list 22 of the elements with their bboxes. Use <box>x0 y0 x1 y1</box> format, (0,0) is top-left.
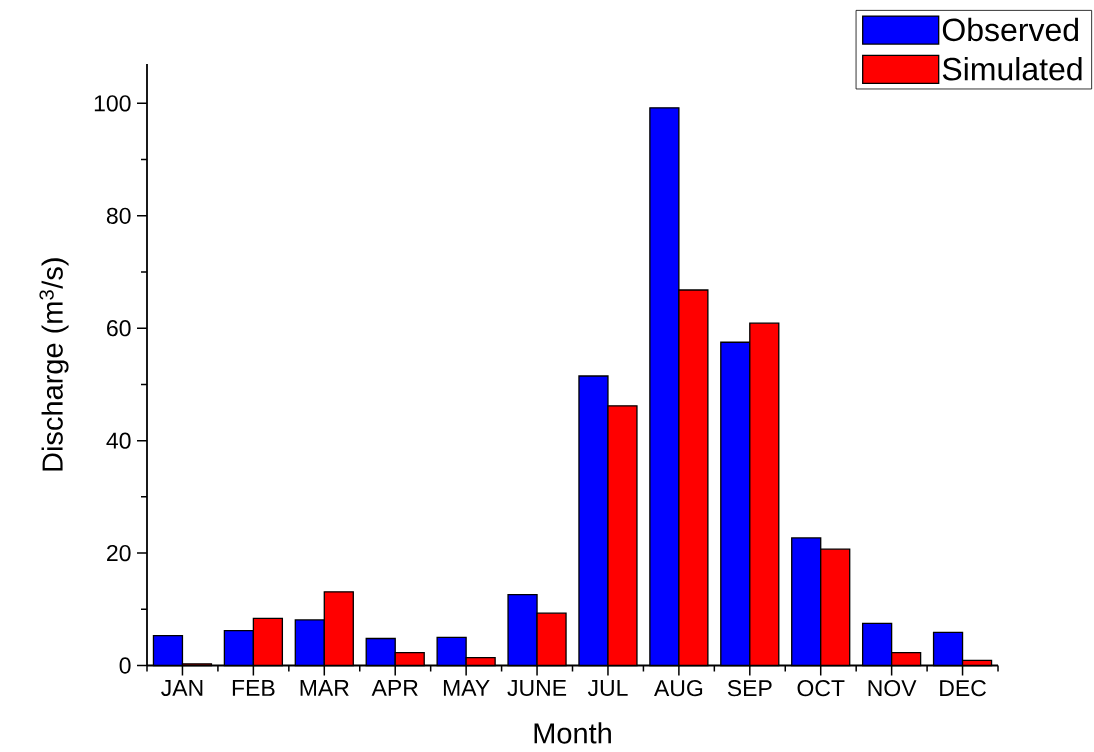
x-tick-label: JAN <box>161 680 203 697</box>
x-tick-label: FEB <box>232 680 275 696</box>
x-tick-label: OCT <box>797 680 845 697</box>
y-axis-title: Discharge (m$^{3}$/s) <box>39 258 69 471</box>
x-tick-label: AUG <box>654 680 703 697</box>
x-tick-label: MAR <box>300 680 349 696</box>
x-tick-label: DEC <box>940 680 986 697</box>
x-tick-label: MAY <box>443 680 490 696</box>
y-tick-label: 80 <box>106 207 131 224</box>
y-tick-label: 40 <box>106 432 131 449</box>
x-tick-label: SEP <box>727 680 772 697</box>
y-tick-label: 60 <box>107 320 131 337</box>
x-tick-label: APR <box>371 680 418 696</box>
x-tick-label: NOV <box>868 680 917 697</box>
x-tick-label: JUL <box>587 680 628 697</box>
y-tick-label: 0 <box>119 657 131 674</box>
y-tick-label: 20 <box>107 544 131 562</box>
legend-label: Observed <box>942 17 1079 42</box>
x-axis-title: Month <box>534 722 611 744</box>
y-tick-label: 100 <box>94 95 131 112</box>
x-tick-label: JUNE <box>507 680 567 697</box>
legend-label: Simulated <box>942 56 1082 81</box>
